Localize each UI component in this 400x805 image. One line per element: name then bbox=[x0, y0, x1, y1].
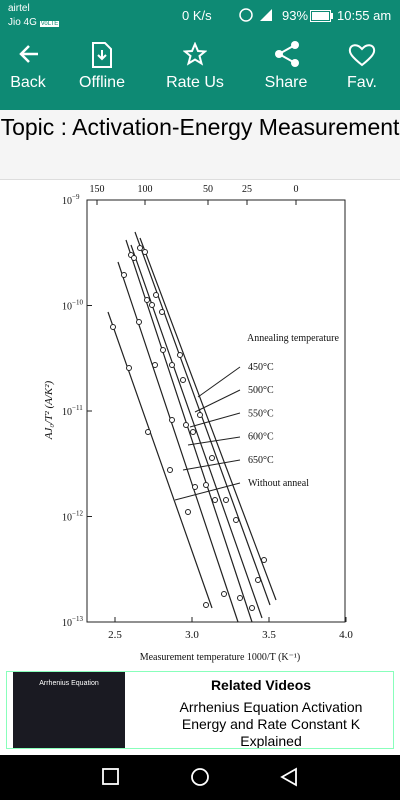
clock: 10:55 am bbox=[337, 8, 392, 23]
speed: 0 K/s bbox=[182, 8, 212, 23]
back-nav-button[interactable] bbox=[280, 767, 297, 787]
base: 10 bbox=[62, 407, 72, 418]
x-tick-label: 2.5 bbox=[108, 629, 122, 641]
x-axis-label: Measurement temperature 1000/T (K⁻¹) bbox=[140, 652, 301, 663]
figure: 150 100 50 25 02.5 3.0 3.5 4.010−910−1010−1110−… bbox=[43, 184, 353, 663]
nav-bar bbox=[0, 755, 400, 800]
related-heading: Related Videos bbox=[210, 677, 312, 693]
related-videos-card[interactable]: Arrhenius Equation Related Videos Arrhen… bbox=[6, 671, 394, 749]
label: Offline bbox=[79, 74, 125, 91]
label: Back bbox=[10, 74, 46, 91]
recent-button[interactable] bbox=[102, 768, 119, 785]
top-tick-label: 0 bbox=[294, 184, 299, 195]
x-tick-label: 3.5 bbox=[262, 629, 276, 641]
plot-frame bbox=[86, 199, 346, 623]
label: Fav. bbox=[347, 74, 377, 91]
label: Rate Us bbox=[166, 74, 224, 91]
x-tick-label: 4.0 bbox=[339, 629, 353, 641]
top-tick-label: 50 bbox=[203, 184, 213, 195]
volte: VoLTE bbox=[39, 21, 60, 27]
topic-title: Topic : Activation-Energy Measurement bbox=[0, 110, 400, 180]
label: Share bbox=[264, 74, 308, 91]
carrier: airtel bbox=[8, 3, 30, 14]
legend-entry: 650°C bbox=[248, 455, 274, 466]
battery-level: 93% bbox=[282, 8, 309, 23]
y-tick-label: 10−13 bbox=[62, 615, 83, 629]
thumbnail: Arrhenius Equation bbox=[13, 672, 125, 748]
offline-button[interactable]: Offline bbox=[62, 35, 142, 110]
top-tick-label: 25 bbox=[242, 184, 252, 195]
rate-button[interactable]: Rate Us bbox=[155, 35, 235, 110]
home-button[interactable] bbox=[191, 768, 209, 786]
network: Jio 4G VoLTE bbox=[8, 17, 60, 28]
curves bbox=[107, 231, 277, 623]
data-points bbox=[110, 245, 267, 611]
star-icon bbox=[183, 42, 207, 66]
back-button[interactable]: Back bbox=[0, 35, 68, 110]
offline-icon bbox=[92, 42, 112, 68]
legend-title: Annealing temperature bbox=[247, 333, 339, 344]
exponent: −12 bbox=[72, 510, 83, 518]
nav-icons bbox=[102, 767, 297, 787]
legend-arrows bbox=[174, 366, 241, 501]
toolbar: Back Offline Rate Us Share Fav. bbox=[0, 35, 400, 110]
base: 10 bbox=[62, 513, 72, 524]
y-tick-label: 10−10 bbox=[62, 299, 83, 313]
back-icon bbox=[19, 45, 38, 63]
top-tick-label: 150 bbox=[90, 184, 105, 195]
x-tick-label: 3.0 bbox=[185, 629, 199, 641]
y-axis-label: AJ₀/T² (A/K²) bbox=[43, 380, 55, 440]
legend-entry: 600°C bbox=[248, 432, 274, 443]
status-icons bbox=[239, 8, 272, 22]
y-tick-label: 10−9 bbox=[62, 193, 80, 207]
exponent: −13 bbox=[72, 615, 83, 623]
exponent: −9 bbox=[72, 193, 80, 201]
share-icon bbox=[275, 41, 299, 67]
top-tick-label: 100 bbox=[138, 184, 153, 195]
legend-entry: 450°C bbox=[248, 362, 274, 373]
base: 10 bbox=[62, 618, 72, 629]
heart-icon bbox=[348, 44, 376, 67]
network-name: Jio 4G bbox=[8, 17, 37, 28]
fav-button[interactable]: Fav. bbox=[322, 35, 400, 110]
exponent: −10 bbox=[72, 299, 83, 307]
legend-entry: 550°C bbox=[248, 408, 274, 419]
video-title: Arrhenius Equation Activation Energy and… bbox=[179, 699, 363, 749]
base: 10 bbox=[62, 302, 72, 313]
thumbnail-text: Arrhenius Equation bbox=[39, 680, 99, 687]
share-button[interactable]: Share bbox=[246, 35, 326, 110]
legend-entry: 500°C bbox=[248, 385, 274, 396]
status-bar: airtel Jio 4G VoLTE 0 K/s 93% 10:55 am bbox=[0, 0, 400, 35]
exponent: −11 bbox=[72, 404, 83, 412]
legend-entry: Without anneal bbox=[248, 478, 309, 489]
base: 10 bbox=[62, 196, 72, 207]
battery-icon bbox=[310, 10, 333, 22]
y-tick-label: 10−11 bbox=[62, 404, 83, 418]
y-tick-label: 10−12 bbox=[62, 510, 83, 524]
